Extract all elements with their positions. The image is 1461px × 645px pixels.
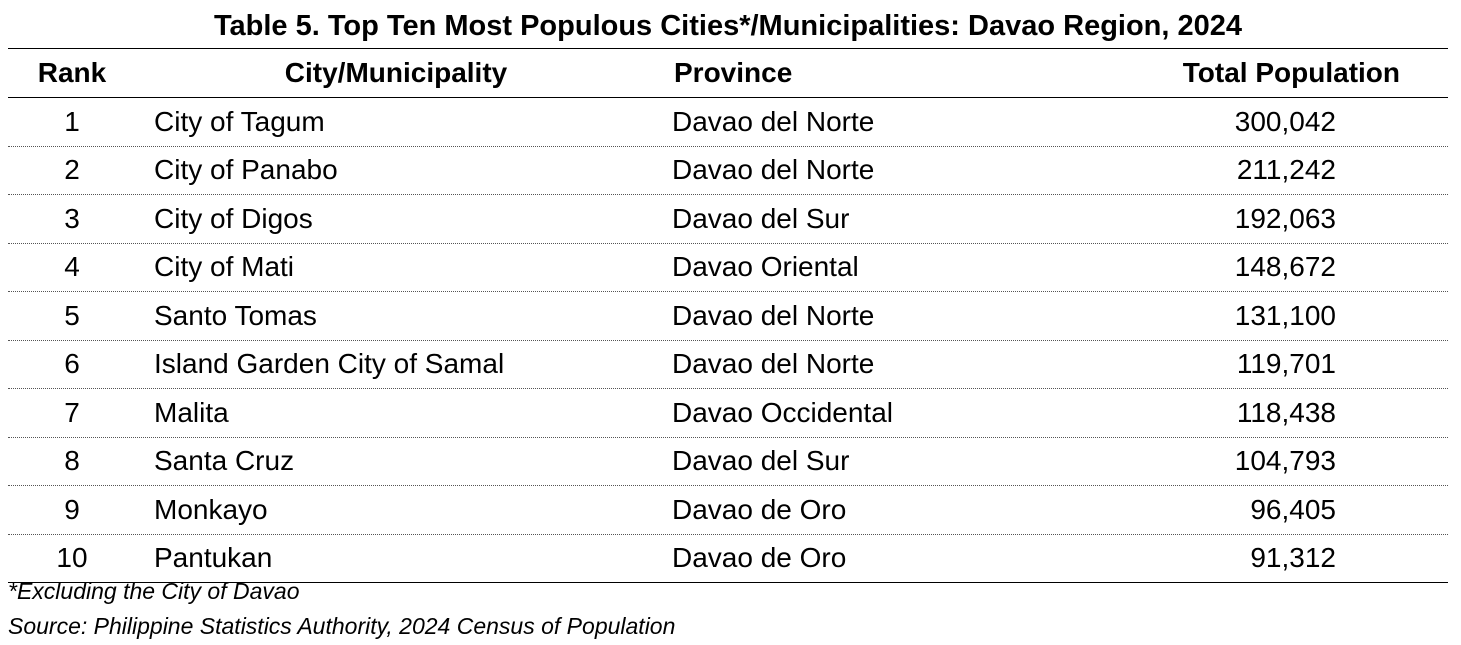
rank-cell: 1 (64, 105, 80, 137)
table-row: 9 Monkayo Davao de Oro 96,405 (8, 486, 1448, 535)
table-row: 2 City of Panabo Davao del Norte 211,242 (8, 147, 1448, 195)
city-cell: City of Tagum (154, 105, 325, 137)
population-cell: 119,701 (1236, 348, 1336, 380)
table-row: 10 Pantukan Davao de Oro 91,312 (8, 535, 1448, 583)
table-row: 4 City of Mati Davao Oriental 148,672 (8, 244, 1448, 292)
city-cell: Santo Tomas (154, 299, 317, 331)
province-cell: Davao del Norte (672, 154, 875, 186)
footnote-exclusion: *Excluding the City of Davao (8, 578, 300, 604)
table-row: 5 Santo Tomas Davao del Norte 131,100 (8, 292, 1448, 341)
population-cell: 91,312 (1250, 542, 1336, 574)
population-cell: 300,042 (1234, 105, 1336, 137)
province-cell: Davao del Sur (672, 202, 850, 234)
population-cell: 192,063 (1234, 202, 1336, 234)
province-cell: Davao del Sur (672, 445, 850, 477)
population-table: Rank City/Municipality Province Total Po… (8, 48, 1448, 583)
city-cell: Island Garden City of Samal (154, 348, 505, 380)
population-cell: 148,672 (1234, 251, 1336, 283)
city-cell: Santa Cruz (154, 445, 295, 477)
rank-cell: 3 (64, 202, 80, 234)
table-title: Table 5. Top Ten Most Populous Cities*/M… (213, 10, 1243, 42)
city-cell: City of Mati (154, 251, 295, 283)
population-cell: 118,438 (1236, 396, 1336, 428)
province-cell: Davao del Norte (672, 348, 875, 380)
table-row: 6 Island Garden City of Samal Davao del … (8, 341, 1448, 389)
city-cell: Malita (154, 396, 229, 428)
rank-cell: 6 (64, 348, 80, 380)
rank-cell: 2 (64, 154, 80, 186)
rank-cell: 5 (64, 299, 80, 331)
city-cell: City of Panabo (154, 154, 338, 186)
footnote-source: Source: Philippine Statistics Authority,… (8, 613, 676, 639)
population-cell: 131,100 (1234, 299, 1336, 331)
province-cell: Davao de Oro (672, 493, 847, 525)
column-header-city: City/Municipality (284, 57, 508, 88)
province-cell: Davao del Norte (672, 105, 875, 137)
table-row: 1 City of Tagum Davao del Norte 300,042 (8, 98, 1448, 147)
table-row: 8 Santa Cruz Davao del Sur 104,793 (8, 438, 1448, 486)
rank-cell: 4 (64, 251, 80, 283)
column-header-province: Province (674, 57, 793, 88)
province-cell: Davao del Norte (672, 299, 875, 331)
table-row: 7 Malita Davao Occidental 118,438 (8, 389, 1448, 438)
rank-cell: 7 (64, 396, 80, 428)
table-row: 3 City of Digos Davao del Sur 192,063 (8, 195, 1448, 244)
population-cell: 211,242 (1236, 154, 1336, 186)
province-cell: Davao Occidental (672, 396, 894, 428)
province-cell: Davao Oriental (672, 251, 859, 283)
city-cell: City of Digos (154, 202, 313, 234)
table-header-row: Rank City/Municipality Province Total Po… (8, 49, 1448, 98)
population-cell: 104,793 (1234, 445, 1336, 477)
city-cell: Pantukan (154, 542, 273, 574)
population-cell: 96,405 (1250, 493, 1336, 525)
rank-cell: 10 (56, 542, 88, 574)
column-header-population: Total Population (1182, 57, 1400, 88)
rank-cell: 8 (64, 445, 80, 477)
province-cell: Davao de Oro (672, 542, 847, 574)
city-cell: Monkayo (154, 493, 268, 525)
column-header-rank: Rank (37, 57, 107, 88)
rank-cell: 9 (64, 493, 80, 525)
